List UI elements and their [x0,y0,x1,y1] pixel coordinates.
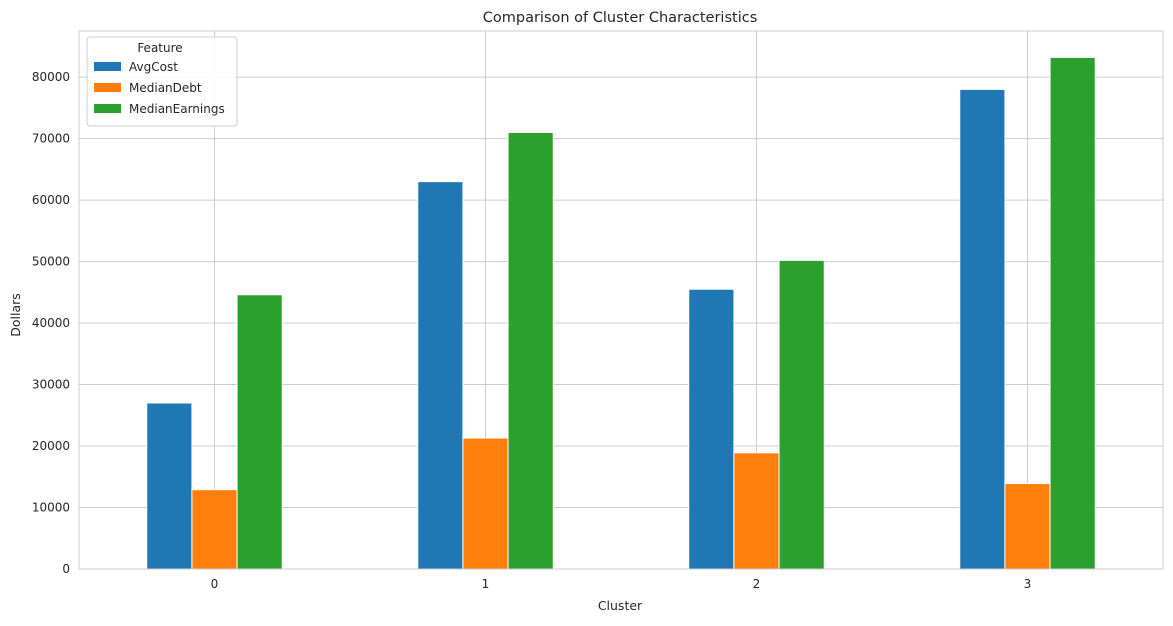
legend-items: AvgCost MedianDebt MedianEarnings [94,60,225,116]
legend-label-avgcost: AvgCost [129,60,178,74]
bar-avgcost-cluster-2 [688,288,735,570]
y-tick-label: 70000 [32,132,70,146]
x-tick-label: 1 [482,577,490,591]
y-tick-label: 0 [62,562,70,576]
y-tick-label: 20000 [32,439,70,453]
bar-medianearnings-cluster-2 [778,259,825,570]
bar-medianearnings-cluster-0 [236,294,283,570]
bar-mediandebt-cluster-1 [462,437,509,570]
plot-frame [78,30,1164,570]
bar-avgcost-cluster-1 [417,181,464,570]
bar-avgcost-cluster-0 [146,402,193,570]
y-tick-label: 10000 [32,501,70,515]
x-tick-label: 3 [1024,577,1032,591]
legend: Feature AvgCost MedianDebt MedianEarnings [86,36,238,127]
legend-swatch-mediandebt [94,83,121,92]
x-tick-label: 2 [753,577,761,591]
y-tick-label: 50000 [32,255,70,269]
y-tick-labels: 0 10000 20000 30000 40000 50000 60000 70000 8000… [32,70,70,576]
y-tick-label: 40000 [32,316,70,330]
y-tick-label: 80000 [32,70,70,84]
x-axis-label: Cluster [598,598,643,613]
legend-box [86,36,238,127]
bar-mediandebt-cluster-2 [733,452,780,570]
y-tick-label: 30000 [32,378,70,392]
legend-label-mediandebt: MedianDebt [129,81,202,95]
bar-medianearnings-cluster-1 [507,131,554,570]
bar-mediandebt-cluster-0 [191,489,238,570]
x-tick-label: 0 [211,577,219,591]
chart-title: Comparison of Cluster Characteristics [483,10,758,26]
bars [146,56,1096,570]
legend-swatch-avgcost [94,62,121,71]
legend-swatch-medianearnings [94,104,121,113]
bar-avgcost-cluster-3 [959,88,1006,570]
y-axis-label: Dollars [8,293,23,337]
legend-label-medianearnings: MedianEarnings [129,102,225,116]
legend-title: Feature [137,41,182,55]
x-tick-labels: 0 1 2 3 [211,577,1032,591]
bar-medianearnings-cluster-3 [1049,56,1096,570]
bar-mediandebt-cluster-3 [1004,483,1051,570]
y-tick-label: 60000 [32,193,70,207]
